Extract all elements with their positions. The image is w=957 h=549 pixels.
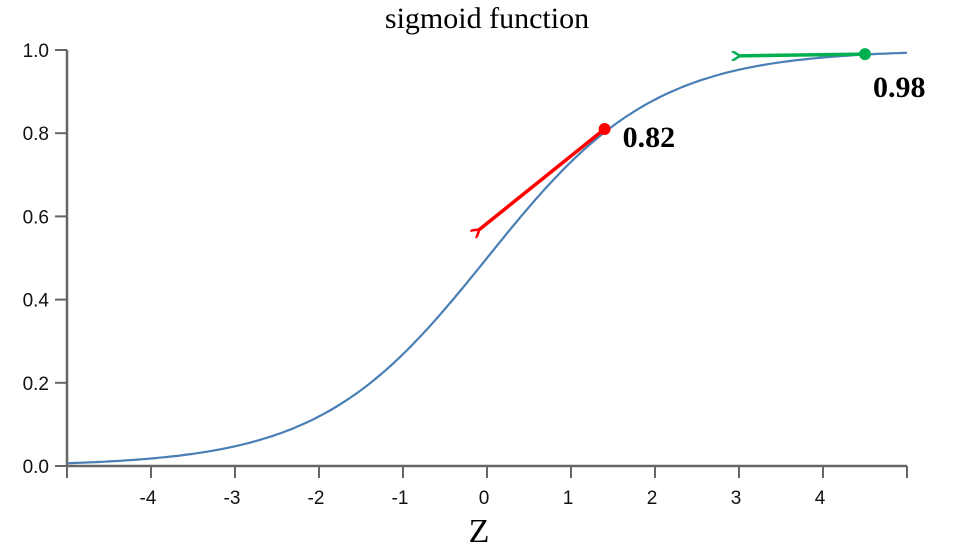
y-tick-label: 0.8	[23, 124, 49, 145]
point-value-label: 0.98	[873, 71, 926, 104]
x-axis-label: Z	[469, 513, 490, 549]
x-tick-label: 3	[731, 488, 742, 509]
annotations: 0.82 0.98	[479, 48, 926, 230]
chart-title: sigmoid function	[385, 2, 589, 35]
red-point	[598, 123, 611, 136]
y-tick-label: 0.0	[23, 457, 49, 478]
green-point	[859, 48, 871, 61]
x-tick-label: 1	[563, 488, 574, 509]
x-tick-label: -2	[308, 488, 325, 509]
axes: -4 -3 -2 -1 0 1 2 3 4 0.0 0.2 0.4 0.6 0.8 1.0	[23, 41, 908, 509]
x-tick-label: -1	[392, 488, 409, 509]
sigmoid-curve	[66, 51, 908, 465]
x-tick-label: -4	[140, 488, 157, 509]
red-gradient-arrow	[479, 127, 606, 230]
green-gradient-arrow	[739, 54, 866, 56]
y-tick-label: 0.4	[23, 291, 50, 312]
x-tick-label: 4	[815, 488, 826, 509]
y-tick-label: 1.0	[23, 41, 49, 62]
point-value-label: 0.82	[623, 121, 676, 154]
x-tick-label: 2	[647, 488, 658, 509]
y-tick-label: 0.6	[23, 207, 49, 228]
x-tick-label: 0	[479, 488, 490, 509]
y-tick-label: 0.2	[23, 374, 49, 395]
x-tick-label: -3	[224, 488, 241, 509]
